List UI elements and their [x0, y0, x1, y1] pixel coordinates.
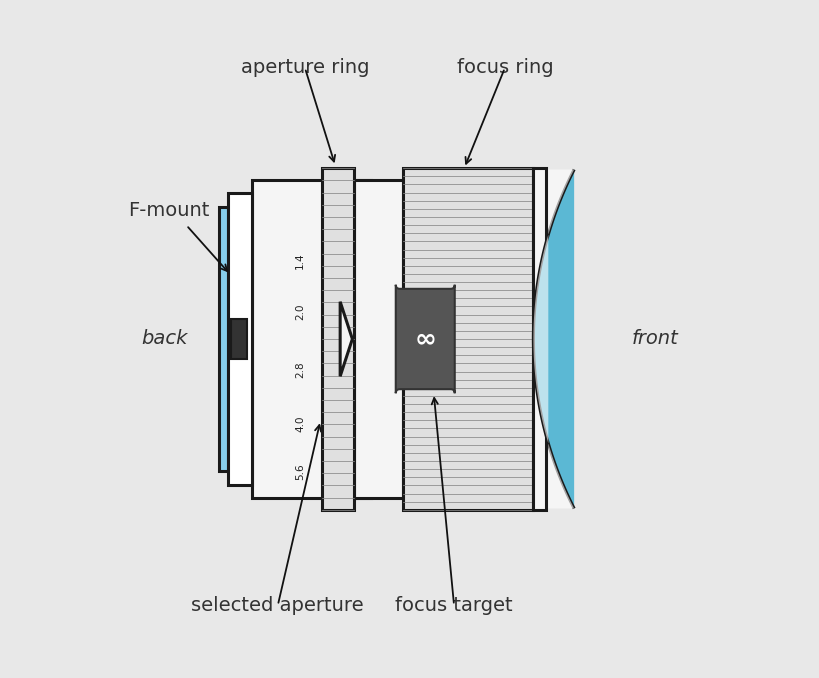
Bar: [219, 207, 228, 471]
Text: 2.0: 2.0: [295, 304, 305, 320]
Polygon shape: [340, 302, 352, 376]
Text: aperture ring: aperture ring: [240, 58, 369, 77]
Text: 1.4: 1.4: [295, 253, 305, 269]
FancyBboxPatch shape: [396, 285, 455, 393]
Text: 2.8: 2.8: [295, 361, 305, 378]
Text: F-mount: F-mount: [129, 201, 210, 220]
Text: front: front: [631, 330, 678, 348]
Text: ∞: ∞: [414, 326, 436, 352]
Text: focus ring: focus ring: [456, 58, 553, 77]
Text: selected aperture: selected aperture: [192, 596, 364, 615]
Bar: [403, 168, 532, 510]
Bar: [231, 319, 247, 359]
Bar: [532, 168, 545, 510]
Text: focus target: focus target: [395, 596, 512, 615]
Polygon shape: [532, 170, 573, 508]
Bar: [251, 180, 370, 498]
Bar: [228, 193, 251, 485]
Bar: [322, 168, 354, 510]
Text: 4.0: 4.0: [295, 416, 305, 432]
Bar: [354, 180, 403, 498]
Text: back: back: [141, 330, 188, 348]
Text: 5.6: 5.6: [295, 463, 305, 479]
